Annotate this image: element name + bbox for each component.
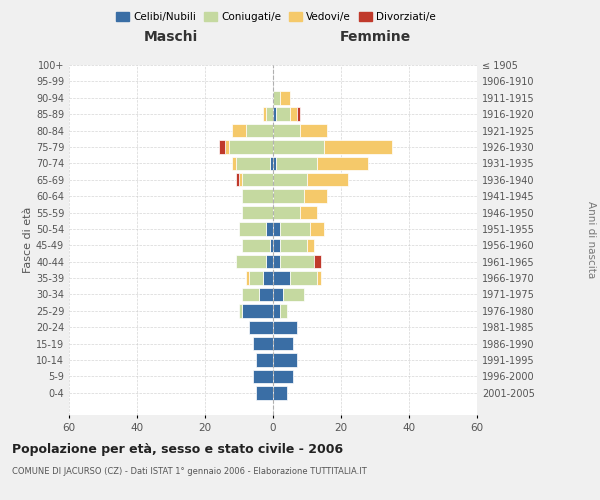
Bar	[314, 255, 320, 268]
Bar	[229, 140, 273, 153]
Bar	[273, 173, 307, 186]
Bar	[273, 222, 280, 235]
Bar	[256, 354, 273, 367]
Bar	[280, 304, 287, 318]
Bar	[266, 255, 273, 268]
Bar	[273, 91, 280, 104]
Text: Anni di nascita: Anni di nascita	[586, 202, 596, 278]
Bar	[269, 238, 273, 252]
Bar	[324, 140, 392, 153]
Bar	[249, 272, 263, 285]
Bar	[242, 190, 273, 203]
Bar	[317, 156, 368, 170]
Text: COMUNE DI JACURSO (CZ) - Dati ISTAT 1° gennaio 2006 - Elaborazione TUTTITALIA.IT: COMUNE DI JACURSO (CZ) - Dati ISTAT 1° g…	[12, 468, 367, 476]
Bar	[232, 124, 246, 138]
Bar	[277, 156, 317, 170]
Bar	[273, 304, 280, 318]
Bar	[273, 272, 290, 285]
Bar	[239, 173, 242, 186]
Bar	[304, 190, 328, 203]
Bar	[273, 190, 304, 203]
Bar	[253, 337, 273, 350]
Bar	[290, 108, 297, 121]
Bar	[317, 272, 320, 285]
Bar	[249, 320, 273, 334]
Text: Popolazione per età, sesso e stato civile - 2006: Popolazione per età, sesso e stato civil…	[12, 442, 343, 456]
Bar	[273, 238, 280, 252]
Bar	[239, 304, 242, 318]
Bar	[246, 124, 273, 138]
Bar	[236, 156, 269, 170]
Bar	[246, 272, 249, 285]
Bar	[297, 108, 300, 121]
Bar	[273, 156, 277, 170]
Bar	[307, 173, 348, 186]
Bar	[273, 337, 293, 350]
Legend: Celibi/Nubili, Coniugati/e, Vedovi/e, Divorziati/e: Celibi/Nubili, Coniugati/e, Vedovi/e, Di…	[112, 8, 440, 26]
Bar	[273, 255, 280, 268]
Bar	[266, 108, 273, 121]
Bar	[226, 140, 229, 153]
Bar	[300, 206, 317, 220]
Bar	[273, 370, 293, 383]
Bar	[242, 206, 273, 220]
Bar	[273, 354, 297, 367]
Bar	[242, 238, 269, 252]
Bar	[300, 124, 328, 138]
Bar	[273, 386, 287, 400]
Y-axis label: Fasce di età: Fasce di età	[23, 207, 33, 273]
Bar	[253, 370, 273, 383]
Bar	[307, 238, 314, 252]
Bar	[277, 108, 290, 121]
Bar	[242, 173, 273, 186]
Bar	[263, 272, 273, 285]
Bar	[256, 386, 273, 400]
Bar	[273, 140, 324, 153]
Bar	[280, 91, 290, 104]
Bar	[266, 222, 273, 235]
Bar	[263, 108, 266, 121]
Bar	[273, 124, 300, 138]
Bar	[236, 173, 239, 186]
Text: Maschi: Maschi	[144, 30, 198, 44]
Bar	[242, 288, 259, 301]
Bar	[273, 108, 277, 121]
Text: Femmine: Femmine	[340, 30, 410, 44]
Bar	[259, 288, 273, 301]
Bar	[280, 238, 307, 252]
Bar	[280, 222, 310, 235]
Bar	[218, 140, 226, 153]
Bar	[239, 222, 266, 235]
Bar	[290, 272, 317, 285]
Bar	[283, 288, 304, 301]
Bar	[273, 206, 300, 220]
Bar	[273, 320, 297, 334]
Bar	[269, 156, 273, 170]
Bar	[273, 288, 283, 301]
Bar	[242, 304, 273, 318]
Bar	[232, 156, 236, 170]
Bar	[236, 255, 266, 268]
Bar	[310, 222, 324, 235]
Bar	[280, 255, 314, 268]
